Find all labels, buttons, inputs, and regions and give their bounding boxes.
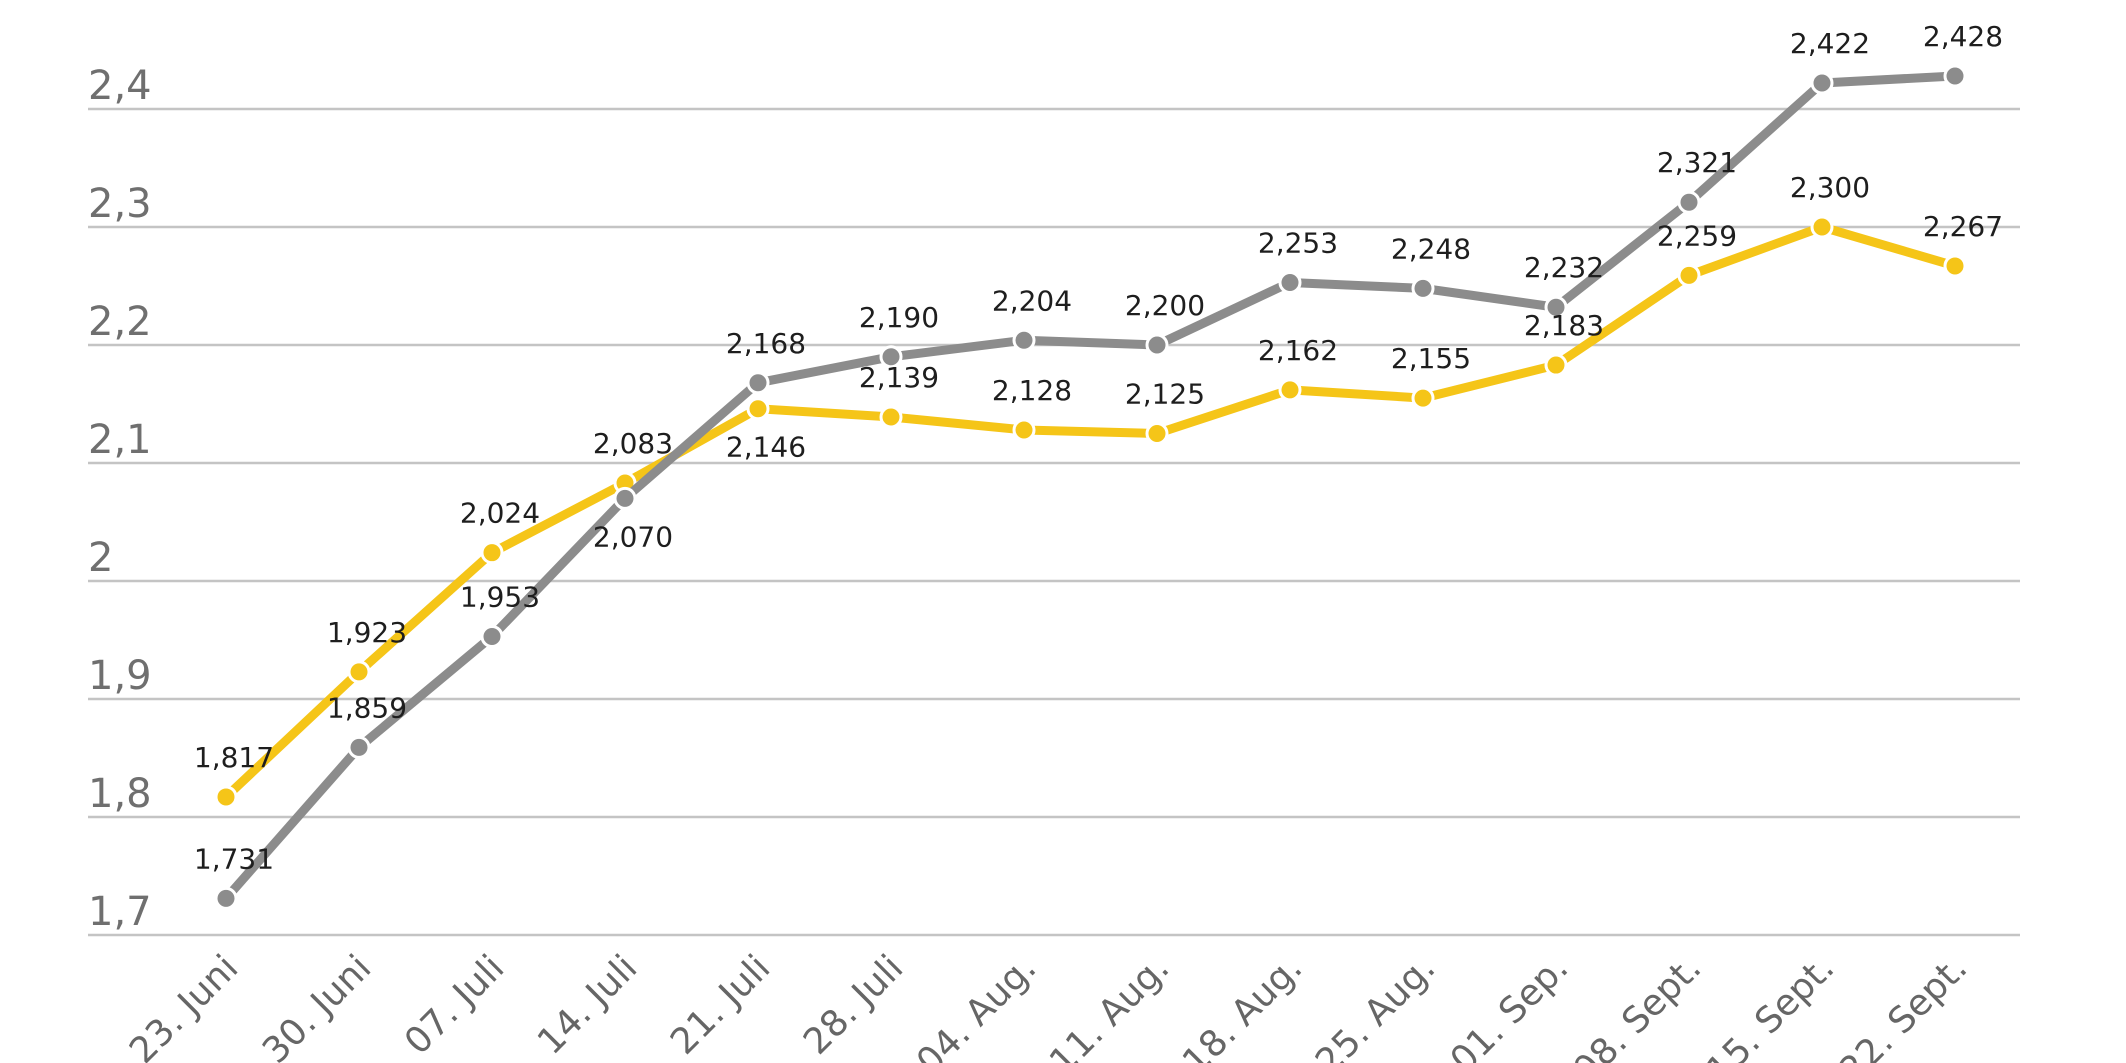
- series-1-point: [1012, 418, 1036, 442]
- series-2-data-label: 2,070: [593, 520, 673, 553]
- series-2-point: [613, 486, 637, 510]
- series-1-data-label: 2,083: [593, 427, 673, 460]
- series-1-point: [1677, 263, 1701, 287]
- x-tick-label: 08. Sept.: [1566, 947, 1710, 1063]
- series-1-point: [1278, 378, 1302, 402]
- x-axis-ticks: 23. Juni 30. Juni 07. Juli 14. Juli 21. Juli…: [122, 947, 1975, 1063]
- y-tick-label: 2,2: [88, 299, 152, 345]
- series-2-point: [1411, 276, 1435, 300]
- series-1-point: [1411, 386, 1435, 410]
- x-tick-label: 15. Sept.: [1699, 947, 1843, 1063]
- series-2-data-label: 2,428: [1923, 20, 2003, 53]
- series-1-data-label: 2,259: [1657, 219, 1737, 252]
- series-1-data-label: 2,183: [1524, 309, 1604, 342]
- series-1-data-label: 2,139: [859, 361, 939, 394]
- x-tick-label: 30. Juni: [255, 947, 379, 1063]
- y-tick-label: 2,3: [88, 181, 152, 227]
- series-2-point: [1810, 71, 1834, 95]
- y-tick-label: 2,4: [88, 63, 152, 109]
- series-1-data-label: 2,128: [992, 374, 1072, 407]
- series-2-data-label: 1,859: [327, 691, 407, 724]
- series-1-data-label: 2,024: [460, 497, 540, 530]
- series-lines: [214, 64, 1967, 910]
- data-labels: 1,817 1,731 1,923 1,859 2,024 1,953 2,083 2,070…: [194, 20, 2003, 875]
- series-1-line: [221, 222, 1960, 802]
- y-tick-label: 1,7: [88, 889, 152, 935]
- series-2-data-label: 1,953: [460, 580, 540, 613]
- x-tick-label: 21. Juli: [663, 947, 778, 1062]
- series-2-data-label: 2,168: [726, 327, 806, 360]
- series-1-data-label: 2,300: [1790, 171, 1870, 204]
- series-2-data-label: 2,190: [859, 301, 939, 334]
- x-tick-label: 18. Aug.: [1175, 947, 1310, 1063]
- series-2-line: [221, 71, 1960, 903]
- y-tick-label: 2: [88, 535, 113, 581]
- series-2-data-label: 2,200: [1125, 289, 1205, 322]
- x-tick-label: 01. Sep.: [1443, 947, 1577, 1063]
- series-1-data-label: 1,923: [327, 616, 407, 649]
- series-1-data-label: 1,817: [194, 741, 274, 774]
- x-tick-label: 22. Sept.: [1832, 947, 1976, 1063]
- series-2-data-label: 2,321: [1657, 146, 1737, 179]
- series-2-point: [879, 345, 903, 369]
- series-1-data-label: 2,125: [1125, 378, 1205, 411]
- series-1-point: [1145, 422, 1169, 445]
- series-2-data-label: 2,232: [1524, 251, 1604, 284]
- x-tick-label: 23. Juni: [122, 947, 246, 1063]
- series-1-point: [1943, 254, 1967, 278]
- series-2-point: [214, 886, 238, 910]
- series-1-point: [1810, 215, 1834, 239]
- series-2-point: [1544, 295, 1568, 319]
- series-1-point: [746, 397, 770, 421]
- series-2-point: [1677, 190, 1701, 214]
- series-2-point: [1943, 64, 1967, 88]
- series-1-data-label: 2,267: [1923, 210, 2003, 243]
- series-2-data-label: 2,422: [1790, 27, 1870, 60]
- y-tick-label: 1,8: [88, 771, 152, 817]
- series-2-data-label: 1,731: [194, 842, 274, 875]
- y-tick-label: 1,9: [88, 653, 152, 699]
- series-1-point: [214, 785, 238, 809]
- series-1-point: [1544, 353, 1568, 377]
- x-tick-label: 11. Aug.: [1042, 947, 1177, 1063]
- series-1-data-label: 2,146: [726, 431, 806, 464]
- series-1-data-label: 2,155: [1391, 342, 1471, 375]
- x-tick-label: 04. Aug.: [909, 947, 1044, 1063]
- x-tick-label: 25. Aug.: [1308, 947, 1443, 1063]
- series-2-data-label: 2,204: [992, 284, 1072, 317]
- x-tick-label: 28. Juli: [796, 947, 911, 1062]
- y-axis-ticks: 1,7 1,8 1,9 2 2,1 2,2 2,3 2,4: [88, 63, 152, 935]
- x-tick-label: 14. Juli: [530, 947, 645, 1062]
- y-tick-label: 2,1: [88, 417, 152, 463]
- series-1-data-label: 2,162: [1258, 334, 1338, 367]
- series-2-point: [1012, 328, 1036, 352]
- series-1-point: [347, 660, 371, 684]
- series-2-point: [480, 624, 504, 648]
- series-2-point: [1278, 270, 1302, 294]
- series-2-point: [746, 371, 770, 395]
- series-1-point: [480, 541, 504, 565]
- series-1-point: [879, 405, 903, 429]
- series-2-point: [1145, 333, 1169, 357]
- series-2-point: [347, 735, 371, 759]
- x-tick-label: 07. Juli: [397, 947, 512, 1062]
- series-2-data-label: 2,253: [1258, 226, 1338, 259]
- series-2-data-label: 2,248: [1391, 232, 1471, 265]
